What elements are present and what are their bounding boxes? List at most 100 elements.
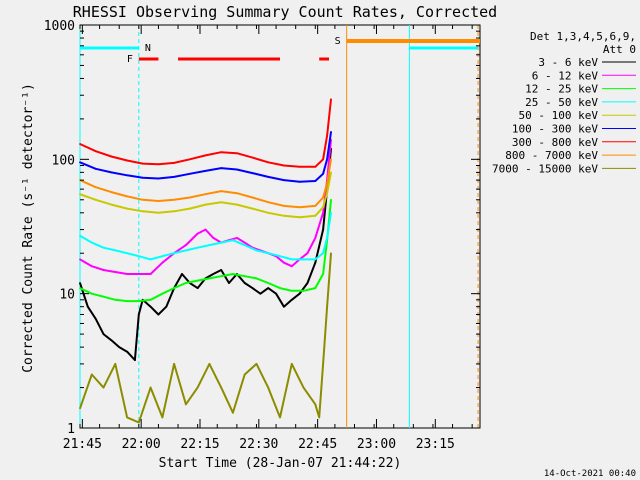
data-point-800-7000-kev-13: [283, 205, 285, 207]
flag-bars: N F S: [80, 36, 480, 65]
series-50-100-kev: [79, 171, 332, 219]
data-point-3-6-kev-4: [110, 339, 113, 342]
data-point-100-300-kev-6: [173, 175, 176, 178]
data-point-800-7000-kev-7: [188, 196, 191, 199]
data-point-12-25-kev-19: [302, 289, 305, 292]
data-point-300-800-kev-17: [326, 134, 328, 137]
data-point-3-6-kev-8: [137, 313, 140, 316]
data-point-100-300-kev-10: [235, 168, 238, 171]
legend-entry-7000-15000-kev: 7000 - 15000 keV: [492, 162, 636, 175]
x-tick-label-22-30: 22:30: [239, 437, 278, 452]
data-point-3-6-kev-32: [322, 228, 325, 231]
data-point-50-100-kev-1: [94, 198, 97, 201]
data-point-25-50-kev-3: [114, 249, 117, 252]
series-group: [79, 98, 332, 424]
data-point-300-800-kev-3: [126, 159, 128, 162]
data-point-7000-15000-kev-18: [290, 363, 293, 365]
data-point-6-12-kev-10: [196, 232, 199, 235]
data-point-300-800-kev-18: [330, 98, 332, 101]
night-flag-label: N: [145, 43, 151, 54]
data-point-12-25-kev-6: [149, 298, 152, 301]
legend-label-300-800-kev: 300 - 800 keV: [512, 136, 598, 149]
data-point-7000-15000-kev-8: [173, 363, 176, 365]
data-point-50-100-kev-6: [173, 210, 176, 213]
data-point-25-50-kev-22: [326, 237, 328, 239]
data-point-100-300-kev-5: [157, 177, 160, 180]
data-point-300-800-kev-15: [314, 165, 317, 168]
legend-label-12-25-kev: 12 - 25 keV: [525, 83, 598, 96]
data-point-3-6-kev-3: [102, 333, 105, 336]
series-3-6-kev: [79, 147, 332, 362]
data-point-800-7000-kev-3: [126, 195, 128, 198]
data-point-6-12-kev-2: [102, 269, 105, 271]
series-300-800-kev: [79, 98, 332, 168]
data-point-800-7000-kev-16: [322, 196, 325, 199]
data-point-12-25-kev-10: [196, 279, 199, 282]
legend-entry-100-300-kev: 100 - 300 keV: [512, 123, 636, 136]
data-point-6-12-kev-25: [314, 237, 317, 239]
data-point-100-300-kev-17: [326, 158, 328, 161]
saa-flag-label: S: [335, 36, 341, 47]
data-point-6-12-kev-5: [137, 273, 140, 275]
data-point-300-800-kev-10: [235, 152, 238, 155]
legend-detectors: Det 1,3,4,5,6,9,: [530, 30, 636, 43]
x-tick-label-22-00: 22:00: [122, 437, 161, 452]
data-point-3-6-kev-11: [157, 313, 160, 316]
data-point-12-25-kev-7: [161, 292, 164, 295]
series-800-7000-kev: [79, 158, 332, 209]
x-axis-label: Start Time (28-Jan-07 21:44:22): [159, 456, 402, 471]
data-point-6-12-kev-22: [290, 265, 293, 268]
x-tick-label-22-45: 22:45: [298, 437, 337, 452]
data-point-3-6-kev-14: [181, 273, 183, 275]
data-point-6-12-kev-15: [235, 237, 238, 239]
data-point-25-50-kev-17: [279, 255, 281, 258]
data-point-100-300-kev-2: [110, 171, 113, 174]
data-point-7000-15000-kev-12: [220, 386, 223, 389]
series-line-300-800-kev: [79, 99, 332, 168]
legend-entry-6-12-kev: 6 - 12 keV: [532, 69, 636, 82]
data-point-12-25-kev-15: [255, 277, 258, 280]
data-point-7000-15000-kev-11: [208, 363, 211, 365]
data-point-100-300-kev-18: [330, 131, 332, 133]
data-point-100-300-kev-16: [322, 172, 325, 175]
data-point-6-12-kev-21: [283, 261, 285, 264]
data-point-25-50-kev-4: [126, 252, 128, 255]
data-point-3-6-kev-31: [314, 261, 317, 264]
data-point-800-7000-kev-14: [298, 206, 301, 209]
x-tick-label-21-45: 21:45: [63, 437, 102, 452]
data-point-800-7000-kev-8: [204, 193, 207, 196]
data-point-3-6-kev-25: [267, 287, 270, 290]
data-point-3-6-kev-22: [243, 282, 246, 284]
data-point-50-100-kev-17: [326, 192, 328, 195]
data-point-800-7000-kev-5: [157, 200, 160, 202]
data-point-3-6-kev-29: [298, 292, 301, 295]
data-point-100-300-kev-15: [314, 180, 317, 182]
data-point-100-300-kev-1: [94, 167, 97, 170]
data-point-3-6-kev-10: [149, 305, 152, 308]
data-point-25-50-kev-20: [314, 258, 317, 261]
data-point-3-6-kev-18: [212, 273, 215, 275]
data-point-100-300-kev-14: [298, 180, 301, 183]
data-point-6-12-kev-11: [204, 228, 207, 231]
data-point-7000-15000-kev-6: [149, 386, 152, 389]
legend-attenuator: Att 0: [603, 43, 636, 56]
data-point-3-6-kev-28: [290, 298, 293, 301]
data-point-25-50-kev-7: [161, 255, 164, 258]
data-point-50-100-kev-11: [251, 207, 254, 210]
data-point-6-12-kev-9: [184, 244, 187, 246]
data-point-25-50-kev-14: [243, 244, 246, 246]
legend-label-7000-15000-kev: 7000 - 15000 keV: [492, 162, 598, 175]
data-point-800-7000-kev-4: [141, 198, 144, 201]
data-point-25-50-kev-12: [220, 241, 223, 244]
data-point-25-50-kev-13: [232, 239, 234, 242]
chart-title: RHESSI Observing Summary Count Rates, Co…: [73, 3, 497, 21]
data-point-7000-15000-kev-9: [184, 403, 187, 406]
data-point-7000-15000-kev-0: [79, 407, 81, 410]
data-point-6-12-kev-6: [149, 273, 152, 275]
data-point-3-6-kev-24: [259, 292, 262, 295]
data-point-6-12-kev-24: [306, 252, 309, 255]
series-line-25-50-kev: [79, 212, 332, 261]
data-point-3-6-kev-5: [118, 346, 121, 349]
